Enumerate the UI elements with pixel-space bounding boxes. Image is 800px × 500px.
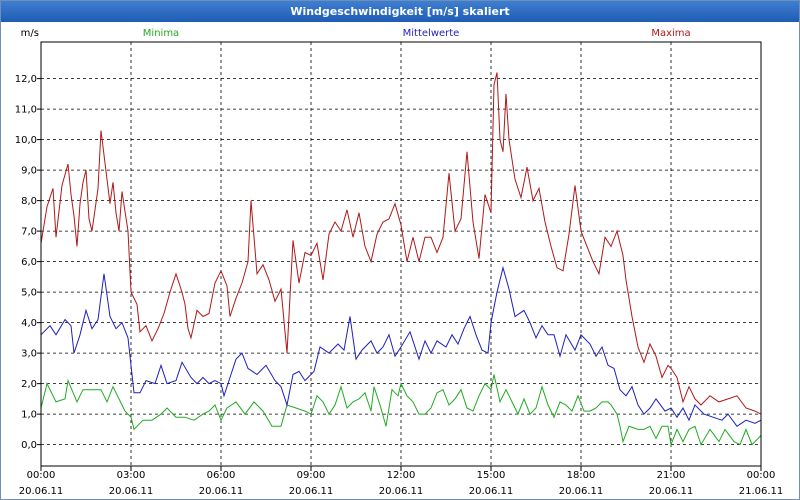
x-tick-time: 15:00 xyxy=(477,470,506,481)
x-tick-date: 20.06.11 xyxy=(199,486,244,497)
y-tick-label: 0,0 xyxy=(21,440,37,451)
legend-maxima: Maxima xyxy=(651,28,690,39)
y-tick-label: 7,0 xyxy=(21,227,37,238)
x-tick-time: 12:00 xyxy=(387,470,416,481)
x-tick-time: 00:00 xyxy=(27,470,56,481)
y-tick-label: 11,0 xyxy=(15,105,37,116)
y-tick-label: 5,0 xyxy=(21,288,37,299)
wind-speed-chart: 0,0 1,0 2,0 3,0 4,0 5,0 6,0 7,0 8,0 9,0 10,0 11,0 12… xyxy=(15,28,784,497)
x-tick-date: 20.06.11 xyxy=(19,486,64,497)
y-tick-label: 8,0 xyxy=(21,196,37,207)
y-tick-label: 10,0 xyxy=(15,135,37,146)
x-tick-date: 21.06.11 xyxy=(739,486,784,497)
series-line-mittelwerte xyxy=(40,265,762,427)
y-tick-label: 1,0 xyxy=(21,410,37,421)
x-tick-date: 20.06.11 xyxy=(109,486,154,497)
y-axis-label: m/s xyxy=(21,28,39,39)
x-tick-time: 06:00 xyxy=(207,470,236,481)
x-tick-time: 03:00 xyxy=(117,470,146,481)
y-tick-label: 12,0 xyxy=(15,74,37,85)
x-tick-time: 09:00 xyxy=(297,470,326,481)
legend-minima: Minima xyxy=(143,28,179,39)
x-tick-date: 20.06.11 xyxy=(379,486,424,497)
axes xyxy=(37,41,762,471)
series-line-maxima xyxy=(40,72,762,415)
grid xyxy=(41,42,761,466)
x-tick-date: 20.06.11 xyxy=(559,486,604,497)
y-tick-label: 6,0 xyxy=(21,257,37,268)
x-tick-date: 20.06.11 xyxy=(469,486,514,497)
x-tick-time: 21:00 xyxy=(657,470,686,481)
x-tick-time: 00:00 xyxy=(747,470,776,481)
series-lines xyxy=(40,72,762,447)
x-tick-date: 20.06.11 xyxy=(289,486,334,497)
x-tick-time: 18:00 xyxy=(567,470,596,481)
y-tick-label: 4,0 xyxy=(21,318,37,329)
x-tick-date: 20.06.11 xyxy=(649,486,694,497)
window-title: Windgeschwindigkeit [m/s] skaliert xyxy=(1,1,799,22)
series-line-minima xyxy=(40,374,762,447)
legend-mittelwerte: Mittelwerte xyxy=(403,28,460,39)
y-tick-label: 9,0 xyxy=(21,166,37,177)
y-tick-label: 2,0 xyxy=(21,379,37,390)
labels: 0,0 1,0 2,0 3,0 4,0 5,0 6,0 7,0 8,0 9,0 10,0 11,0 12… xyxy=(15,28,784,497)
y-tick-label: 3,0 xyxy=(21,349,37,360)
